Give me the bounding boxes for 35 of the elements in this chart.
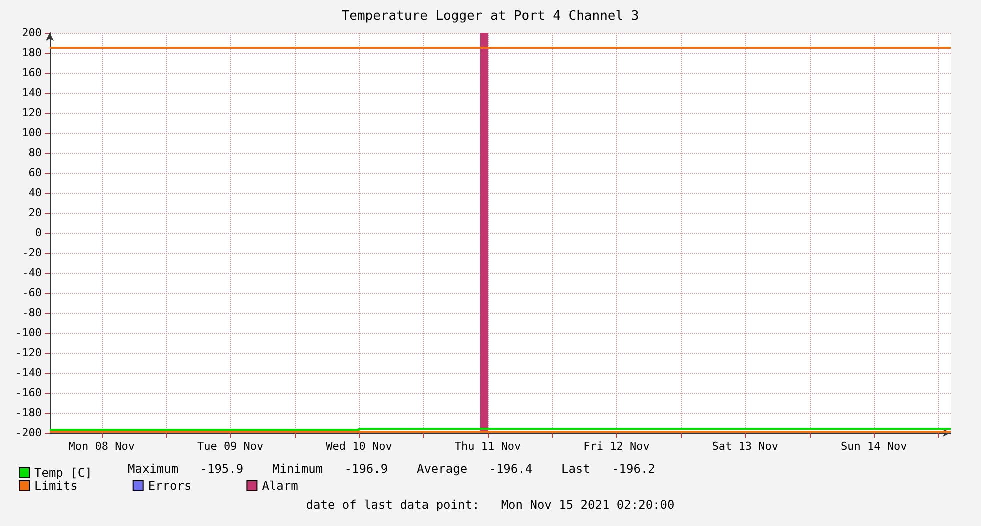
y-tick-label: -20 bbox=[22, 246, 42, 260]
legend-label: Errors bbox=[148, 479, 192, 493]
y-tick-label: -40 bbox=[22, 266, 42, 280]
y-tick-label: 180 bbox=[22, 46, 42, 60]
y-tick-label: 0 bbox=[35, 226, 42, 240]
y-tick-label: -140 bbox=[16, 366, 42, 380]
y-tick-label: -80 bbox=[22, 306, 42, 320]
chart-title: Temperature Logger at Port 4 Channel 3 bbox=[342, 9, 640, 24]
y-tick-label: 140 bbox=[22, 86, 42, 100]
text: date of last data point: Mon Nov 15 2021 02:20:00 bbox=[306, 498, 675, 512]
x-tick-label: Wed 10 Nov bbox=[326, 440, 393, 453]
y-tick-label: 60 bbox=[28, 166, 42, 180]
x-tick-label: Tue 09 Nov bbox=[197, 440, 264, 453]
y-tick-label: 100 bbox=[22, 126, 42, 140]
legend-label: Temp [C] bbox=[34, 466, 92, 480]
y-tick-label: -160 bbox=[16, 386, 42, 400]
y-tick-label: 40 bbox=[28, 186, 42, 200]
legend-label: Alarm bbox=[262, 479, 298, 493]
y-tick-label: -200 bbox=[16, 426, 42, 440]
x-tick-label: Mon 08 Nov bbox=[68, 440, 136, 453]
y-tick-label: 120 bbox=[22, 106, 42, 120]
x-tick-label: Sun 14 Nov bbox=[841, 440, 908, 453]
y-tick-label: 160 bbox=[22, 66, 42, 80]
text: Maximum -195.9 Minimum -196.9 Average -196.4 Last -196.2 bbox=[128, 462, 656, 476]
y-tick-label: 20 bbox=[28, 206, 42, 220]
y-tick-label: -180 bbox=[16, 406, 42, 420]
y-tick-label: -120 bbox=[16, 346, 42, 360]
y-tick-label: -60 bbox=[22, 286, 42, 300]
legend-label: Limits bbox=[34, 479, 78, 493]
y-tick-label: -100 bbox=[16, 326, 42, 340]
x-tick-label: Fri 12 Nov bbox=[584, 440, 650, 453]
x-tick-label: Thu 11 Nov bbox=[454, 440, 522, 453]
x-tick-label: Sat 13 Nov bbox=[712, 440, 779, 453]
y-tick-label: 80 bbox=[28, 146, 42, 160]
y-tick-label: 200 bbox=[22, 26, 42, 40]
